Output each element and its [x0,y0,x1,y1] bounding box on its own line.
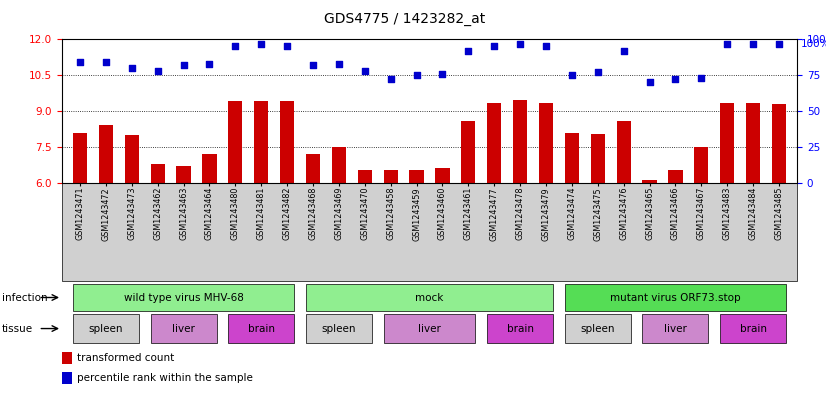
Point [747,40,760,47]
Point [617,48,630,54]
Point [126,65,139,71]
Text: spleen: spleen [88,323,123,334]
Point [772,40,786,47]
Point [203,61,216,67]
Point [358,68,372,74]
Bar [332,147,346,183]
Bar [254,101,268,183]
Point [384,76,397,83]
Bar [694,147,709,183]
Text: wild type virus MHV-68: wild type virus MHV-68 [124,292,244,303]
Text: brain: brain [739,323,767,334]
Bar [410,170,424,183]
Point [669,76,682,83]
Bar [73,132,88,183]
Point [229,43,242,50]
Point [99,59,112,65]
Bar [435,168,449,183]
Bar [539,103,553,183]
Text: brain: brain [248,323,275,334]
Bar [150,163,165,183]
Bar [202,154,216,183]
Text: liver: liver [418,323,441,334]
Point [487,43,501,50]
Point [514,40,527,47]
Point [74,59,87,65]
Bar [99,125,113,183]
Bar [280,101,294,183]
Bar [746,103,760,183]
Bar [771,104,786,183]
Bar [177,166,191,183]
Point [410,72,423,78]
Point [591,69,605,75]
Text: tissue: tissue [2,323,33,334]
Text: liver: liver [664,323,687,334]
Point [306,62,320,68]
Text: liver: liver [172,323,195,334]
Bar [487,103,501,183]
Text: mutant virus ORF73.stop: mutant virus ORF73.stop [610,292,741,303]
Text: spleen: spleen [321,323,356,334]
Point [643,79,656,85]
Text: GDS4775 / 1423282_at: GDS4775 / 1423282_at [324,12,486,26]
Point [539,43,553,50]
Point [462,48,475,54]
Text: percentile rank within the sample: percentile rank within the sample [77,373,253,383]
Bar [461,121,476,183]
Bar [62,372,72,384]
Text: transformed count: transformed count [77,353,174,363]
Bar [383,170,398,183]
Bar [62,352,72,364]
Text: infection: infection [2,292,47,303]
Bar [565,132,579,183]
Bar [616,121,631,183]
Bar [591,134,605,183]
Point [254,40,268,47]
Point [281,43,294,50]
Point [565,72,578,78]
Bar [668,170,682,183]
Bar [720,103,734,183]
Bar [228,101,243,183]
Text: mock: mock [415,292,444,303]
Bar [358,170,372,183]
Point [720,40,733,47]
Bar [643,180,657,183]
Point [436,71,449,77]
Point [332,61,345,67]
Text: spleen: spleen [581,323,615,334]
Text: 100%: 100% [801,39,826,49]
Bar [306,154,320,183]
Point [151,68,164,74]
Point [695,75,708,81]
Bar [513,100,527,183]
Bar [125,135,139,183]
Point [177,62,190,68]
Text: brain: brain [506,323,534,334]
